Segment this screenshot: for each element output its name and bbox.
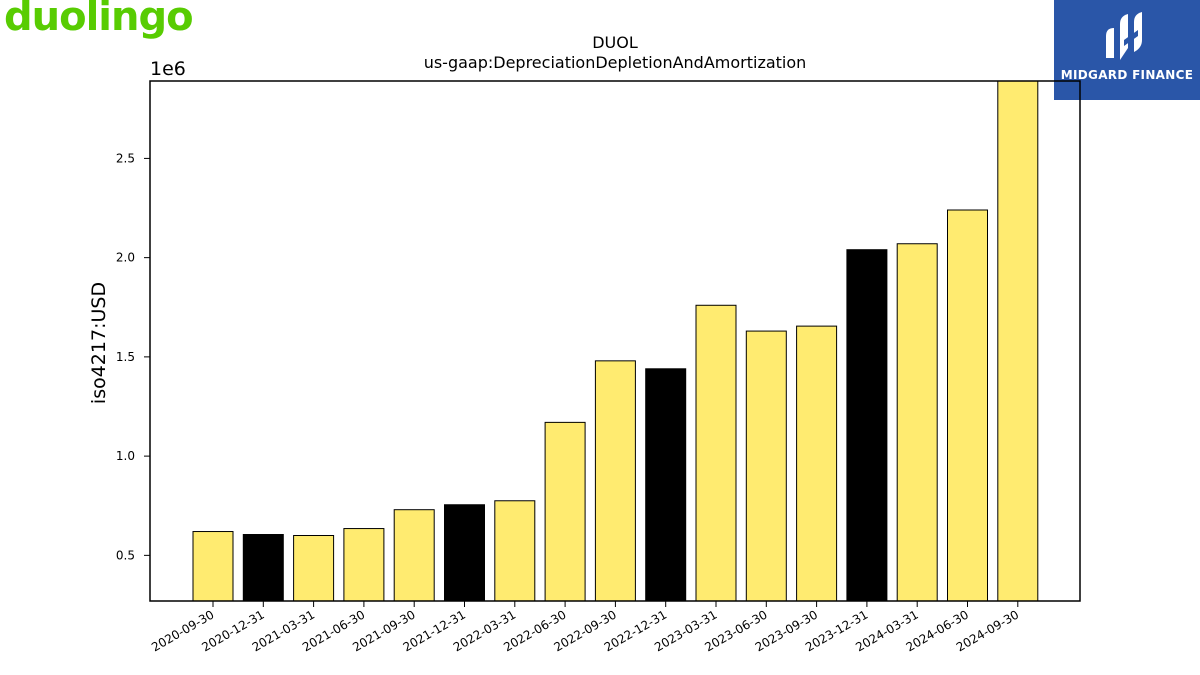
y-tick-label: 2.5 [116,151,135,165]
bar-2022-12-31 [645,368,687,602]
y-axis-multiplier: 1e6 [150,58,186,80]
bar-2024-03-31 [896,243,938,602]
bar-2021-12-31 [444,504,485,602]
y-tick-label: 0.5 [116,548,135,562]
bar-2023-09-30 [796,325,838,602]
bar-2021-06-30 [343,528,385,602]
y-tick-label: 2.0 [116,251,135,265]
bar-2020-09-30 [192,531,234,602]
x-axis: 2020-09-302020-12-312021-03-312021-06-30… [149,601,1021,654]
midgard-finance-wordmark: MIDGARD FINANCE [1060,68,1194,82]
duolingo-logo: duolingo [4,0,194,40]
bar-2022-06-30 [544,421,586,602]
bar-2020-12-31 [242,534,284,602]
bar-2023-06-30 [745,330,787,602]
bar-2022-03-31 [494,500,536,602]
bar-2023-12-31 [846,249,888,602]
midgard-finance-logo: MIDGARD FINANCE [1054,0,1200,100]
bar-2024-06-30 [947,209,988,602]
bar-2023-03-31 [695,304,737,602]
y-tick-label: 1.0 [116,449,135,463]
bars-layer [192,80,1039,602]
y-tick-label: 1.5 [116,350,135,364]
bar-2024-09-30 [997,80,1039,602]
plot-frame [149,80,1081,602]
chart-subtitle: us-gaap:DepreciationDepletionAndAmortiza… [424,53,807,72]
chart-title: DUOL [592,33,638,52]
bar-2021-09-30 [393,509,435,602]
bar-2021-03-31 [293,535,335,602]
y-axis-label: iso4217:USD [88,282,110,404]
midgard-mark-icon [1106,12,1142,60]
bar-2022-09-30 [594,360,636,602]
y-axis: 0.5 1.0 1.5 2.0 2.5 [116,151,150,562]
